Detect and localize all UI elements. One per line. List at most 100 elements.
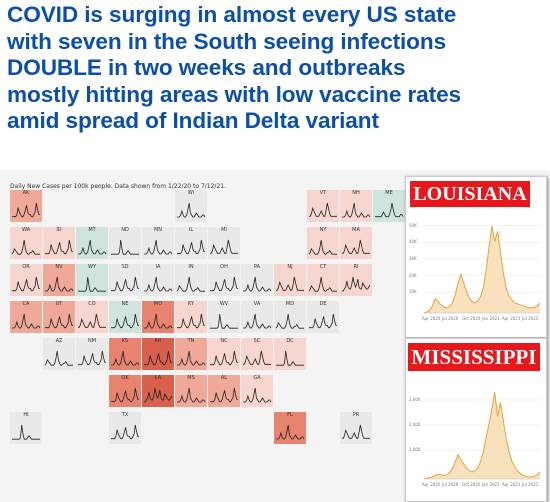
state-label: MN xyxy=(153,227,163,233)
state-sparkline xyxy=(276,350,304,366)
sparkline-path xyxy=(111,350,140,366)
state-tile-oh: OH xyxy=(208,264,240,296)
state-tile-wy: WY xyxy=(76,264,108,296)
x-tick-label: Apr 2020 xyxy=(422,482,441,487)
state-tile-fl: FL xyxy=(274,412,306,444)
state-sparkline xyxy=(177,313,205,329)
state-tile-ms: MS xyxy=(175,375,207,407)
state-sparkline xyxy=(111,276,139,292)
state-tile-mt: MT xyxy=(76,227,108,259)
sparkline-path xyxy=(78,276,106,292)
sparkline-path xyxy=(45,313,73,329)
state-tile-nm: NM xyxy=(76,338,108,370)
sparkline-path xyxy=(177,350,206,366)
sparkline-path xyxy=(308,239,337,255)
state-label: SD xyxy=(121,264,129,270)
state-sparkline xyxy=(276,424,305,440)
state-tile-la: LA xyxy=(142,375,174,407)
headline-line-1: COVID is surging in almost every US stat… xyxy=(7,2,457,27)
x-tick-label: Jan 2021 xyxy=(482,316,500,321)
state-label: PA xyxy=(253,264,261,270)
sparkline-path xyxy=(243,387,272,403)
state-label: OH xyxy=(220,264,228,270)
state-tile-hi: HI xyxy=(10,412,42,444)
louisiana-banner: LOUISIANA xyxy=(410,181,530,207)
state-label: NE xyxy=(121,301,129,307)
state-sparkline xyxy=(12,313,41,329)
state-label: KY xyxy=(187,301,195,307)
state-tile-tx: TX xyxy=(109,412,141,444)
sparkline-path xyxy=(309,313,337,329)
state-tile-ny: NY xyxy=(307,227,339,259)
state-sparkline xyxy=(144,350,172,366)
y-tick-label: 20K xyxy=(409,272,417,278)
sparkline-path xyxy=(210,276,238,292)
state-sparkline xyxy=(243,350,271,365)
x-tick-label: Oct 2020 xyxy=(462,482,481,487)
state-label: PR xyxy=(352,412,360,418)
sparkline-path xyxy=(177,313,205,329)
state-sparkline xyxy=(210,313,238,329)
sparkline-path xyxy=(276,276,304,291)
sparkline-path xyxy=(342,202,371,218)
state-label: HI xyxy=(23,412,29,418)
state-sparkline xyxy=(177,202,206,218)
state-sparkline xyxy=(144,239,173,255)
state-tile-ar: AR xyxy=(142,338,174,370)
state-sparkline xyxy=(309,313,337,329)
state-tile-ak: AK xyxy=(10,190,42,222)
state-label: AL xyxy=(220,375,228,381)
state-tile-ca: CA xyxy=(10,301,42,333)
sparkline-path xyxy=(144,387,173,403)
sparkline-path xyxy=(210,387,238,403)
sparkline-path xyxy=(144,313,173,329)
state-sparkline xyxy=(111,350,140,366)
sparkline-path xyxy=(276,424,305,440)
state-sparkline xyxy=(144,276,173,292)
mississippi-banner: MISSISSIPPI xyxy=(408,343,540,371)
sparkline-path xyxy=(144,350,172,366)
state-sparkline xyxy=(210,387,238,403)
state-sparkline xyxy=(144,387,173,403)
state-sparkline xyxy=(276,276,304,291)
state-tile-sc: SC xyxy=(241,338,273,370)
x-tick-label: Jul 2021 xyxy=(522,482,539,487)
state-sparkline xyxy=(309,202,337,217)
state-label: MT xyxy=(88,227,96,233)
state-sparkline xyxy=(177,387,206,403)
state-label: UT xyxy=(55,301,63,307)
state-tile-va: VA xyxy=(241,301,273,333)
sparkline-path xyxy=(11,239,40,255)
state-label: LA xyxy=(154,375,162,381)
sparkline-path xyxy=(78,350,106,366)
sparkline-path xyxy=(111,239,139,255)
state-label: VA xyxy=(253,301,261,307)
y-tick-label: 2,000 xyxy=(409,422,421,427)
state-tile-ri: RI xyxy=(340,264,372,296)
sparkline-path xyxy=(177,387,206,403)
mississippi-case-curve xyxy=(423,391,541,480)
state-tile-pr: PR xyxy=(340,412,372,444)
state-tile-ks: KS xyxy=(109,338,141,370)
state-sparkline xyxy=(144,313,173,329)
state-tile-wa: WA xyxy=(10,227,42,259)
y-tick-label: 40K xyxy=(409,239,417,245)
state-tile-mo: MO xyxy=(142,301,174,333)
state-tile-tn: TN xyxy=(175,338,207,370)
mississippi-card: MISSISSIPPI 3,000 2,000 1,000 Apr 2020 Jul … xyxy=(405,338,547,502)
curve-fill xyxy=(424,226,540,313)
state-label: NM xyxy=(87,338,97,344)
state-tile-al: AL xyxy=(208,375,240,407)
sparkline-path xyxy=(342,276,371,292)
state-label: CT xyxy=(319,264,327,270)
headline-line-5: amid spread of Indian Delta variant xyxy=(7,108,379,133)
state-label: IA xyxy=(155,264,161,270)
state-sparkline xyxy=(177,239,205,255)
state-tile-ma: MA xyxy=(340,227,372,259)
sparkline-path xyxy=(210,239,238,254)
state-tile-nj: NJ xyxy=(274,264,306,296)
state-sparkline xyxy=(342,202,371,218)
sparkline-path xyxy=(12,276,40,292)
state-label: ND xyxy=(121,227,129,233)
state-label: NH xyxy=(352,190,360,196)
